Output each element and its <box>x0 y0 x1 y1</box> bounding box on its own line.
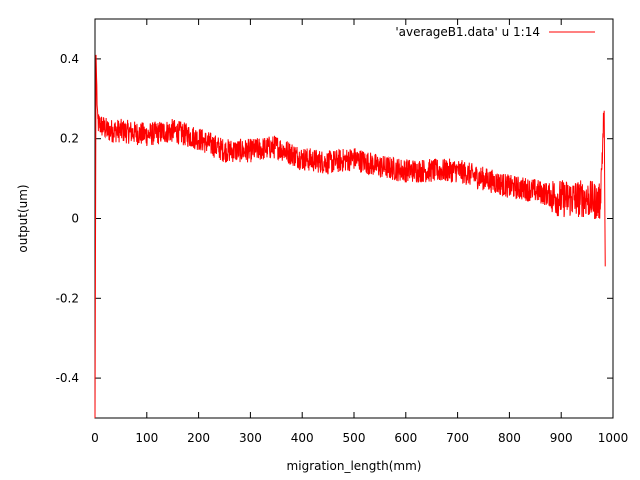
x-tick-label: 700 <box>446 431 469 445</box>
plot-frame <box>94 18 614 419</box>
x-tick-label: 0 <box>91 431 99 445</box>
y-axis-label: output(um) <box>16 184 30 252</box>
x-tick-label: 500 <box>343 431 366 445</box>
y-tick-label: 0.4 <box>60 52 79 66</box>
x-tick-label: 1000 <box>598 431 629 445</box>
x-axis-label: migration_length(mm) <box>287 459 422 473</box>
x-tick-label: 400 <box>291 431 314 445</box>
x-axis-ticks: 0 100 200 300 400 500 600 700 800 900 1000 <box>91 19 628 445</box>
x-tick-label: 200 <box>187 431 210 445</box>
legend: 'averageB1.data' u 1:14 <box>395 25 595 39</box>
legend-entry-label: 'averageB1.data' u 1:14 <box>395 25 540 39</box>
y-axis-ticks: -0.4 -0.2 0 0.2 0.4 <box>56 52 613 385</box>
series-line <box>94 54 606 419</box>
series-layer <box>94 54 606 419</box>
y-tick-label: -0.2 <box>56 291 79 305</box>
y-tick-label: -0.4 <box>56 371 79 385</box>
x-tick-label: 300 <box>239 431 262 445</box>
x-tick-label: 100 <box>135 431 158 445</box>
y-tick-label: 0 <box>71 212 79 226</box>
y-tick-label: 0.2 <box>60 132 79 146</box>
x-tick-label: 800 <box>498 431 521 445</box>
x-tick-label: 600 <box>394 431 417 445</box>
x-tick-label: 900 <box>550 431 573 445</box>
